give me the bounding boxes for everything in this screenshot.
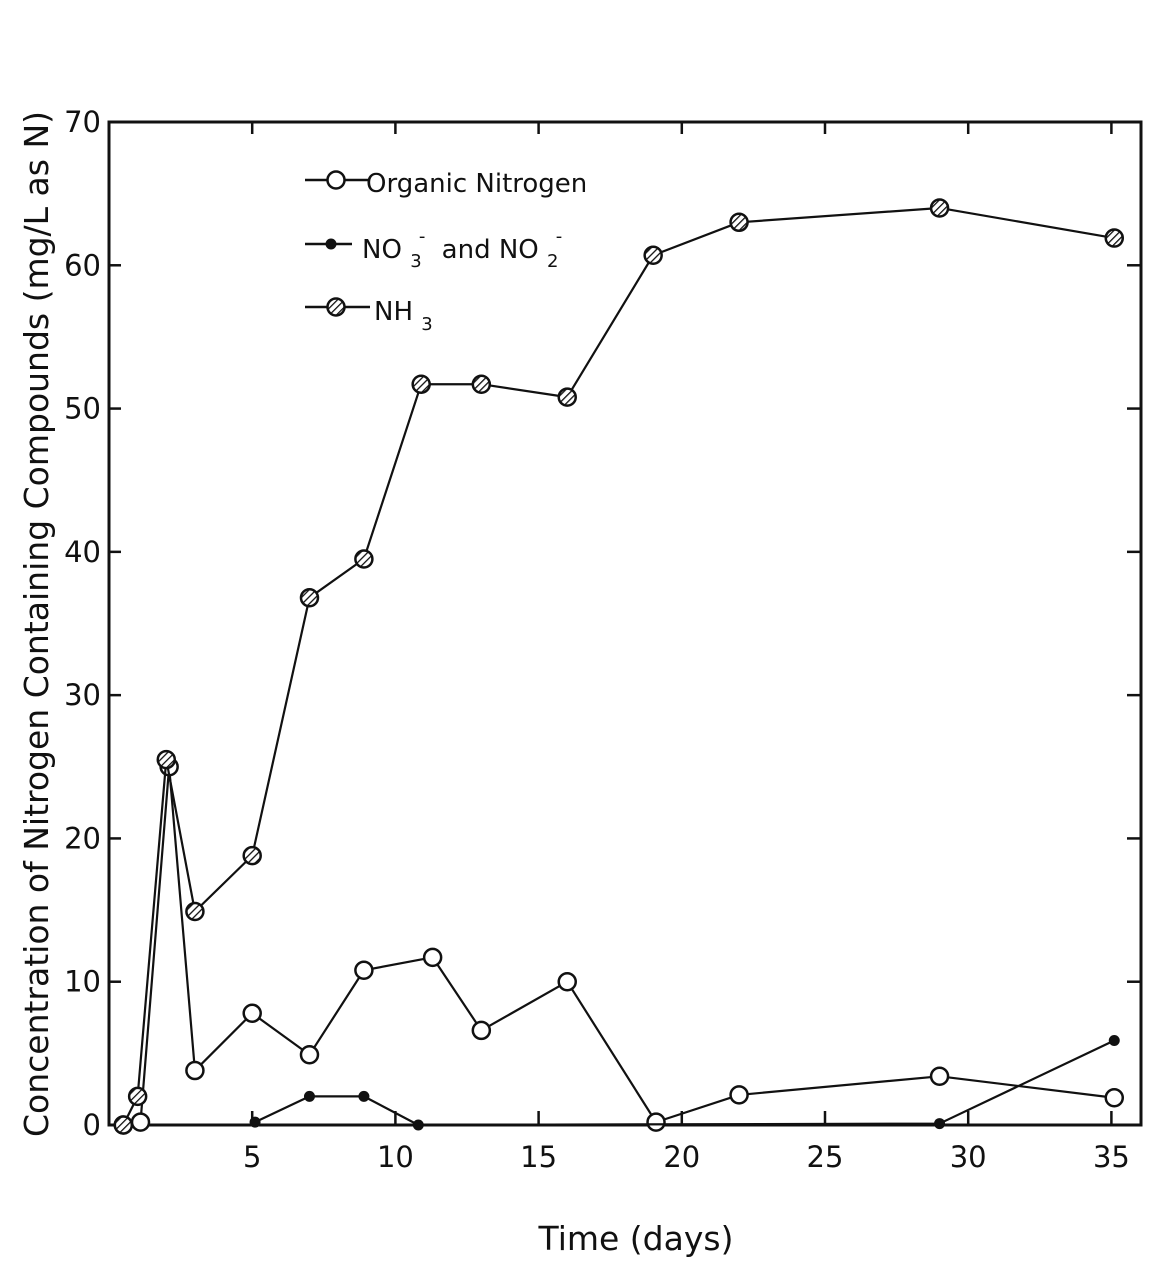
legend-nox-and: and NO xyxy=(442,235,539,265)
data-point-nh3 xyxy=(1104,228,1125,248)
legend-nh3-sub: 3 xyxy=(421,314,432,335)
data-point-nh3 xyxy=(471,374,492,394)
data-point-organic xyxy=(130,1112,151,1132)
x-tick-label: 5 xyxy=(243,1140,261,1174)
series-1 xyxy=(249,1034,1120,1131)
data-point-nh3 xyxy=(156,749,177,770)
data-point-nox xyxy=(934,1118,946,1130)
legend-nox-sup2: - xyxy=(556,226,563,247)
data-point-organic xyxy=(299,1045,320,1065)
data-point-nh3 xyxy=(299,587,320,608)
data-point-nh3 xyxy=(411,374,431,394)
legend-nox-sup1: - xyxy=(419,226,426,247)
data-point-organic xyxy=(646,1112,666,1132)
data-point-nh3 xyxy=(185,901,205,922)
data-point-nh3 xyxy=(729,212,749,233)
data-point-nox xyxy=(249,1116,261,1128)
x-tick-label: 10 xyxy=(377,1140,414,1174)
data-point-organic xyxy=(1104,1088,1125,1108)
data-point-organic xyxy=(729,1085,749,1105)
legend-nox-sub2: 2 xyxy=(547,251,558,272)
legend-nh3-nh: NH xyxy=(374,297,413,327)
legend-item-organic-nitrogen: Organic Nitrogen xyxy=(305,169,587,199)
data-point-nh3 xyxy=(557,387,577,407)
x-tick-label: 20 xyxy=(663,1140,700,1174)
data-point-nh3 xyxy=(354,549,374,569)
filled-dot-marker-icon xyxy=(325,238,337,250)
legend-label-nh3: NH 3 xyxy=(374,297,433,335)
data-point-organic xyxy=(242,1003,262,1023)
y-tick-label: 20 xyxy=(64,821,101,855)
legend-label-organic-nitrogen: Organic Nitrogen xyxy=(366,169,587,199)
x-axis-title: Time (days) xyxy=(538,1219,734,1258)
data-point-nh3 xyxy=(113,1115,134,1135)
data-point-nh3 xyxy=(242,845,262,866)
series-layer xyxy=(113,198,1125,1135)
data-point-organic xyxy=(929,1066,950,1087)
open-circle-marker-icon xyxy=(326,170,346,190)
y-tick-label: 0 xyxy=(83,1108,101,1142)
y-tick-label: 10 xyxy=(64,965,101,999)
hatched-circle-marker-icon xyxy=(326,297,346,317)
data-point-nox xyxy=(412,1119,424,1131)
legend-item-nox: NO 3 - and NO 2 - xyxy=(305,219,567,274)
y-tick-label: 30 xyxy=(64,678,101,712)
y-axis-title: Concentration of Nitrogen Containing Com… xyxy=(17,111,56,1137)
series-line xyxy=(122,206,1115,1126)
data-point-nox xyxy=(303,1090,315,1102)
series-line xyxy=(254,1039,1115,1127)
data-point-nh3 xyxy=(643,245,663,266)
data-point-nh3 xyxy=(929,198,950,218)
x-axis-ticks: 5 10 15 20 25 30 35 xyxy=(243,122,1130,1174)
y-tick-label: 70 xyxy=(64,105,101,139)
x-tick-label: 15 xyxy=(520,1140,557,1174)
x-tick-label: 25 xyxy=(807,1140,844,1174)
data-point-organic xyxy=(471,1020,492,1041)
data-point-nh3 xyxy=(127,1086,148,1107)
series-0 xyxy=(113,757,1125,1135)
legend-item-nh3: NH 3 xyxy=(305,297,433,335)
data-point-organic xyxy=(557,971,577,992)
legend-label-nox: NO 3 - and NO 2 - xyxy=(362,219,567,274)
series-line xyxy=(123,765,1115,1127)
data-point-organic xyxy=(185,1060,205,1081)
data-point-nox xyxy=(358,1090,370,1102)
legend-nox-no: NO xyxy=(362,235,402,265)
y-tick-label: 50 xyxy=(64,392,101,426)
legend-nox-sub3: 3 xyxy=(410,251,421,272)
data-point-nox xyxy=(1108,1034,1120,1046)
x-tick-label: 30 xyxy=(950,1140,987,1174)
plot-frame xyxy=(107,120,1143,1127)
data-point-organic xyxy=(354,960,374,981)
y-tick-label: 60 xyxy=(64,248,101,282)
legend: Organic Nitrogen NO 3 - and NO 2 - NH 3 xyxy=(305,169,587,335)
y-axis-ticks: 0 10 20 30 40 50 60 70 xyxy=(64,105,1141,1142)
series-2 xyxy=(113,198,1125,1135)
x-tick-label: 35 xyxy=(1093,1140,1130,1174)
data-point-organic xyxy=(422,947,443,968)
y-tick-label: 40 xyxy=(64,535,101,569)
